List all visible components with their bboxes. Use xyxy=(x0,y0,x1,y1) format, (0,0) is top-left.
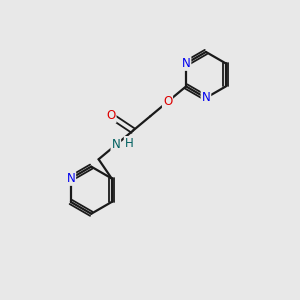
Text: N: N xyxy=(112,138,120,152)
Text: O: O xyxy=(163,95,172,108)
Text: N: N xyxy=(202,92,210,104)
Text: N: N xyxy=(182,57,190,70)
Text: H: H xyxy=(125,137,134,150)
Text: N: N xyxy=(67,172,75,185)
Text: O: O xyxy=(106,109,116,122)
